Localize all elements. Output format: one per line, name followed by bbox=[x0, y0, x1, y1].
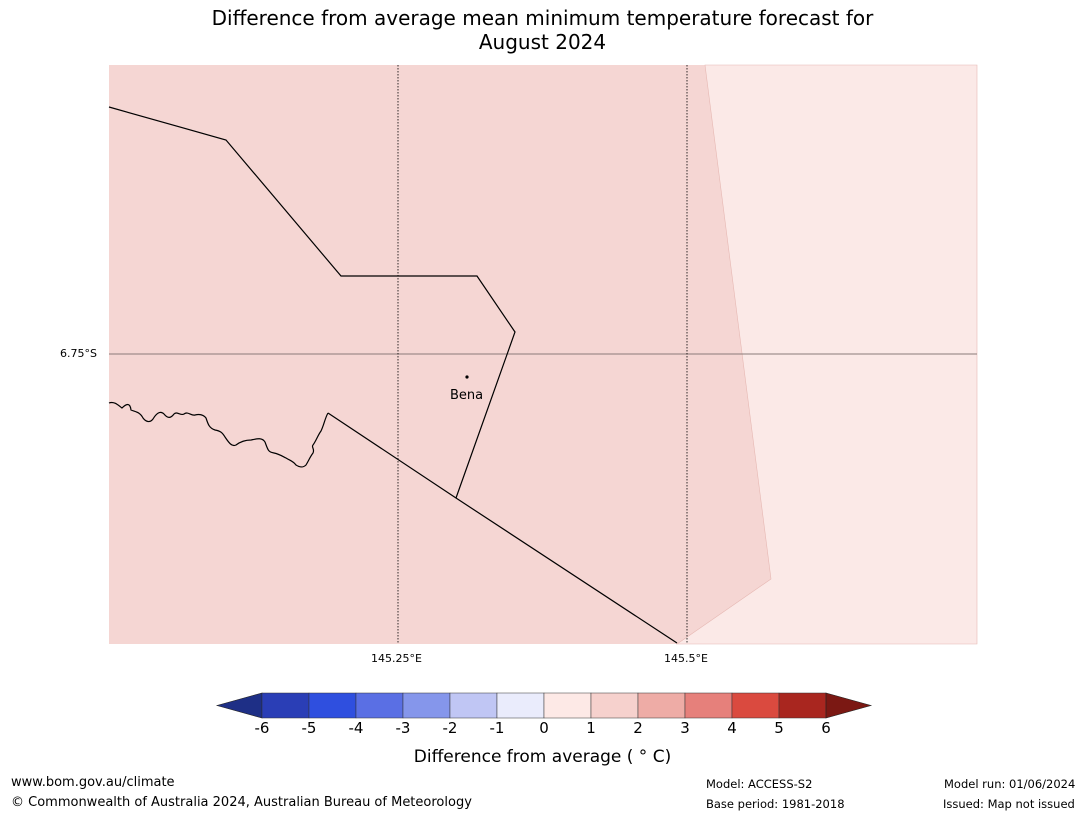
lat-label: 6.75°S bbox=[60, 347, 97, 360]
footer-issued: Issued: Map not issued bbox=[943, 797, 1075, 811]
colorbar-tick-label: 3 bbox=[680, 719, 690, 737]
footer-copyright: © Commonwealth of Australia 2024, Austra… bbox=[11, 795, 472, 810]
lon-label-1: 145.25°E bbox=[371, 652, 422, 665]
colorbar-title: Difference from average ( ° C) bbox=[413, 747, 672, 767]
province-border-south bbox=[327, 412, 678, 644]
colorbar-tick-label: 1 bbox=[586, 719, 596, 737]
colorbar-tick-label: -6 bbox=[254, 719, 270, 737]
title-line-1: Difference from average mean minimum tem… bbox=[211, 6, 874, 30]
province-border bbox=[108, 106, 516, 499]
colorbar-tick-label: 2 bbox=[633, 719, 643, 737]
colorbar-tick-label: -4 bbox=[348, 719, 364, 737]
bena-marker bbox=[465, 375, 469, 379]
colorbar-segment bbox=[778, 692, 827, 719]
colorbar-segment bbox=[590, 692, 639, 719]
place-label-bena: Bena bbox=[450, 388, 484, 403]
coastline bbox=[108, 401, 329, 468]
colorbar-segment bbox=[496, 692, 545, 719]
colorbar-segment bbox=[308, 692, 357, 719]
colorbar-tick-label: 0 bbox=[539, 719, 549, 737]
colorbar-segment bbox=[449, 692, 498, 719]
colorbar-segment bbox=[355, 692, 404, 719]
colorbar-extend-low bbox=[215, 692, 263, 719]
colorbar-segment bbox=[731, 692, 780, 719]
colorbar-tick-label: -1 bbox=[489, 719, 505, 737]
colorbar-tick-label: 4 bbox=[727, 719, 737, 737]
colorbar-extend-high bbox=[825, 692, 873, 719]
footer-model: Model: ACCESS-S2 bbox=[706, 777, 813, 791]
footer-model-run: Model run: 01/06/2024 bbox=[944, 777, 1076, 791]
colorbar-segment bbox=[261, 692, 310, 719]
colorbar-segment bbox=[543, 692, 592, 719]
footer-base-period: Base period: 1981-2018 bbox=[706, 797, 845, 811]
colorbar-segment bbox=[637, 692, 686, 719]
colorbar-tick-label: -3 bbox=[395, 719, 411, 737]
colorbar-tick-label: 5 bbox=[774, 719, 784, 737]
colorbar-tick-label: 6 bbox=[821, 719, 831, 737]
colorbar-tick-label: -2 bbox=[442, 719, 458, 737]
colorbar-segment bbox=[402, 692, 451, 719]
title-line-2: August 2024 bbox=[478, 30, 607, 54]
forecast-map bbox=[108, 64, 978, 645]
colorbar-tick-label: -5 bbox=[301, 719, 317, 737]
colorbar-segment bbox=[684, 692, 733, 719]
footer-website: www.bom.gov.au/climate bbox=[11, 775, 175, 790]
map-title: Difference from average mean minimum tem… bbox=[0, 6, 1085, 54]
lon-label-2: 145.5°E bbox=[664, 652, 708, 665]
